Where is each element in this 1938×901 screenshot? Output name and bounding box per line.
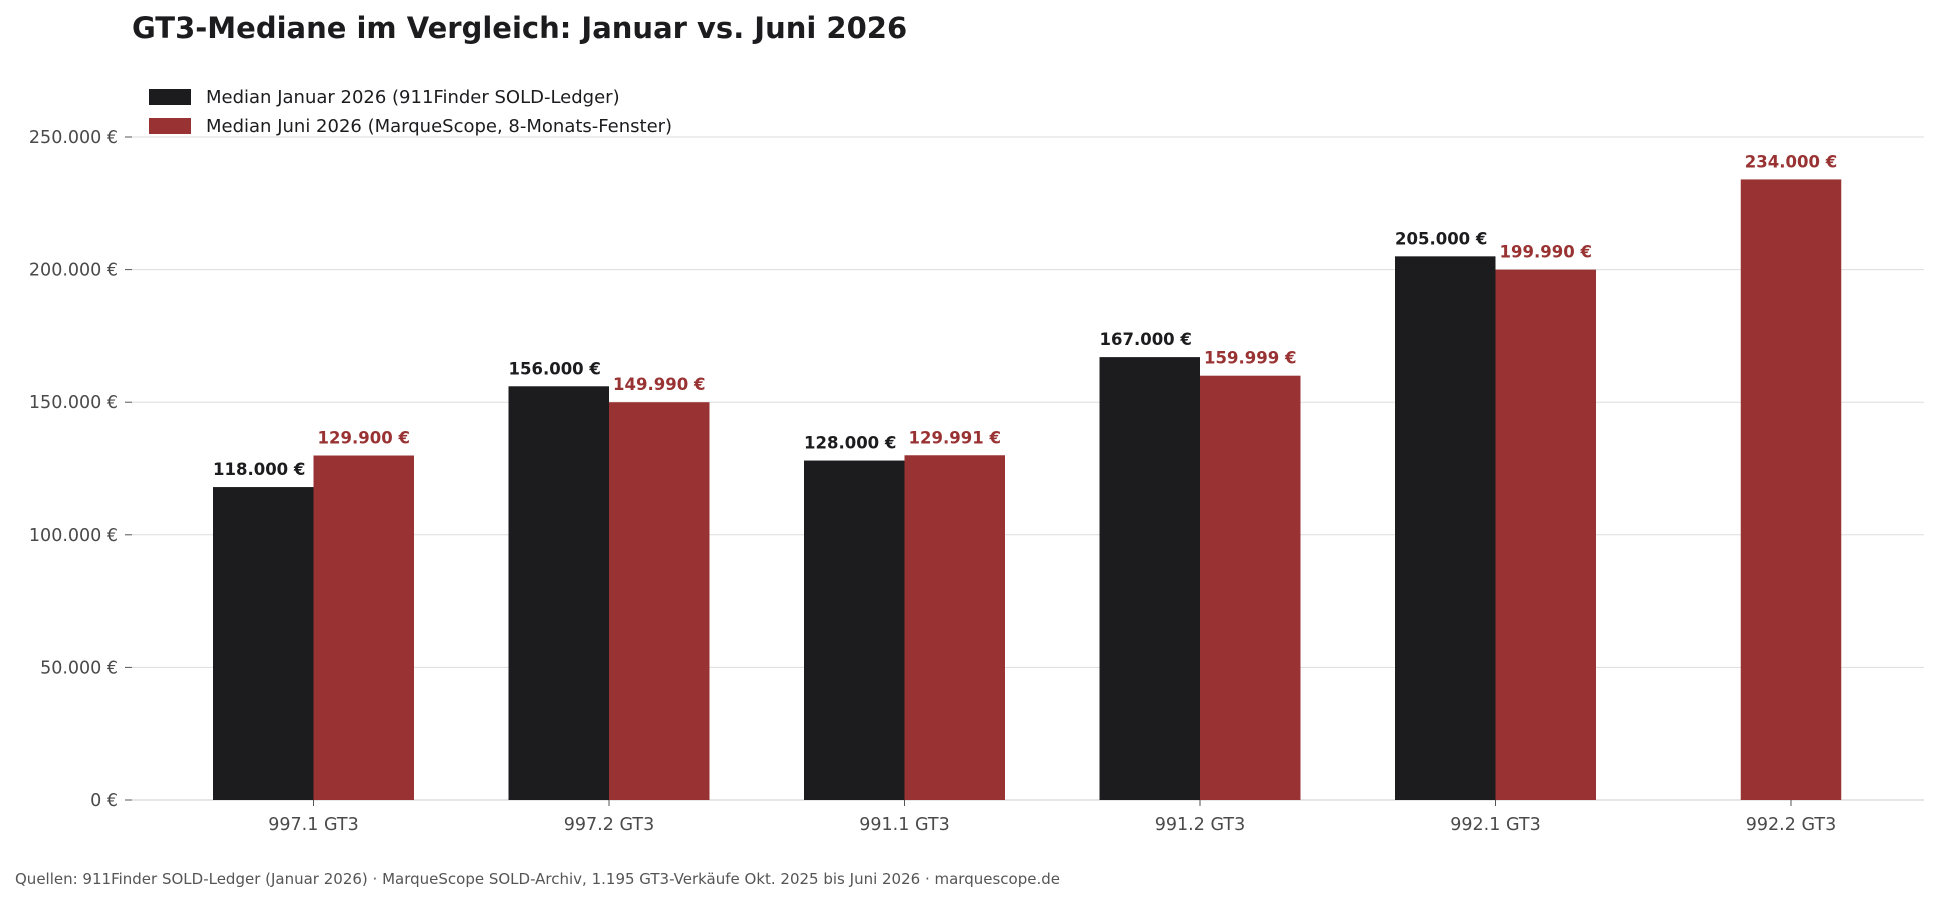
data-label: 128.000 € [804,434,896,453]
legend-label: Median Juni 2026 (MarqueScope, 8-Monats-… [206,116,672,137]
bar-januar [1395,256,1496,801]
bar-juni [1200,375,1301,800]
data-label: 234.000 € [1745,152,1837,171]
data-label: 149.990 € [613,375,705,394]
x-axis: 997.1 GT3 997.2 GT3 991.1 GT3 991.2 GT3 992.… [268,800,1836,835]
y-axis: 0 € 50.000 € 100.000 € 150.000 € 200.000 € 25… [29,128,132,811]
x-tick-label: 997.1 GT3 [268,815,358,835]
bar-juni [1740,179,1842,800]
data-label: 118.000 € [213,460,305,479]
bar-juni [313,455,414,800]
y-tick-label: 150.000 € [29,393,118,413]
bar-januar [1099,357,1200,800]
legend-label: Median Januar 2026 (911Finder SOLD-Ledge… [206,87,620,108]
x-tick-label: 997.2 GT3 [564,815,654,835]
x-tick-label: 991.2 GT3 [1155,815,1245,835]
data-label: 129.991 € [909,428,1001,447]
chart-title: GT3-Mediane im Vergleich: Januar vs. Jun… [132,11,907,45]
x-tick-label: 991.1 GT3 [859,815,949,835]
y-tick-label: 250.000 € [29,128,118,148]
source-note: Quellen: 911Finder SOLD-Ledger (Januar 2… [15,870,1060,888]
data-label: 159.999 € [1204,349,1296,368]
bar-juni [609,402,710,800]
grid [132,136,1924,801]
data-label: 167.000 € [1100,330,1192,349]
y-tick-label: 100.000 € [29,526,118,546]
y-tick-label: 0 € [90,791,118,811]
data-label: 205.000 € [1395,229,1487,248]
x-tick-label: 992.2 GT3 [1746,815,1836,835]
data-label: 156.000 € [509,359,601,378]
data-label: 129.900 € [318,429,410,448]
bar-januar [804,460,905,800]
x-tick-label: 992.1 GT3 [1450,815,1540,835]
bars: 118.000 € 129.900 € 156.000 € 149.990 € 128.… [213,152,1842,801]
data-label: 199.990 € [1500,243,1592,262]
bar-januar [508,386,609,800]
bar-januar [213,487,314,800]
y-tick-label: 50.000 € [40,658,118,678]
legend: Median Januar 2026 (911Finder SOLD-Ledge… [149,87,672,137]
legend-swatch [149,89,191,105]
bar-juni [904,455,1005,800]
bar-juni [1495,269,1596,800]
legend-swatch [149,118,191,134]
y-tick-label: 200.000 € [29,261,118,281]
